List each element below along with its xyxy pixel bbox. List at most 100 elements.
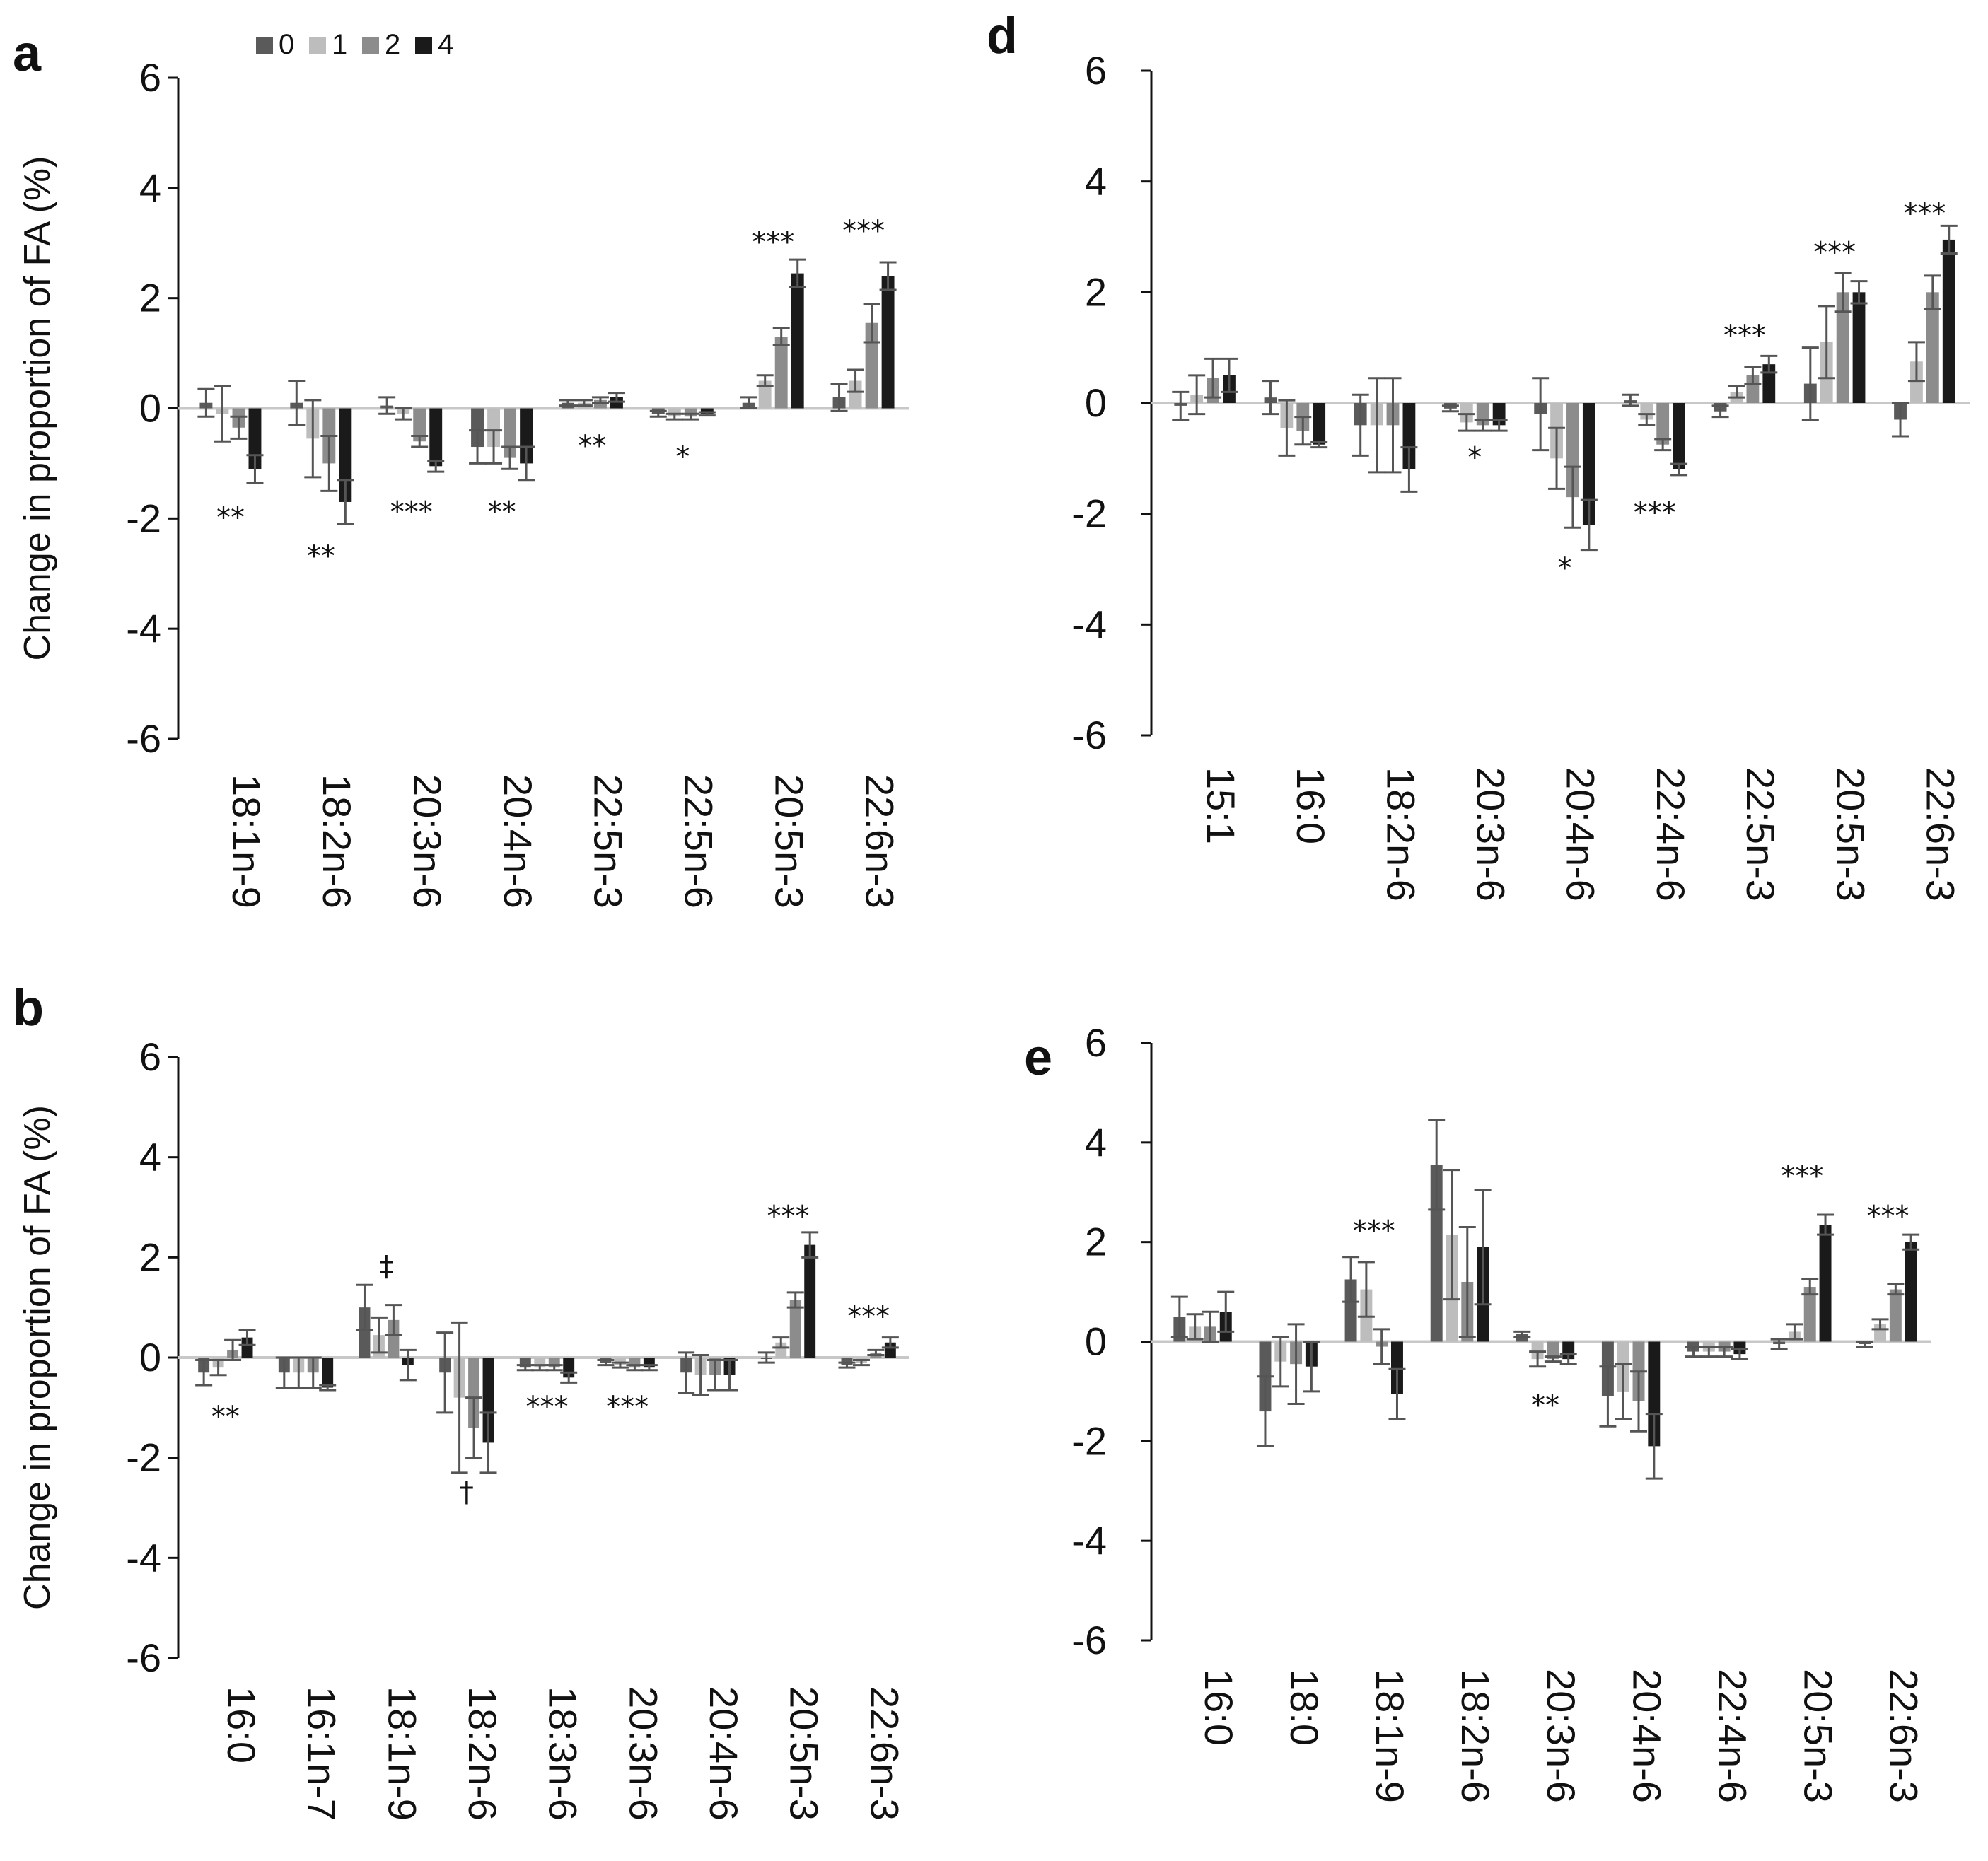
- significance-mark: ***: [1813, 237, 1856, 269]
- y-tick-label: -2: [126, 496, 161, 540]
- y-tick-label: -6: [126, 716, 161, 761]
- y-tick-label: 2: [1085, 1220, 1107, 1264]
- bar-d-4: [1852, 292, 1866, 403]
- legend-swatch: [256, 37, 273, 54]
- bar-d-1: [1460, 403, 1473, 423]
- bar-a-4: [248, 408, 262, 469]
- bar-a-2: [774, 337, 788, 409]
- x-tick-label: 22:6n-3: [1919, 767, 1963, 902]
- bar-a-4: [881, 276, 895, 409]
- bar-d-2: [1656, 403, 1670, 445]
- significance-mark: **: [216, 501, 245, 534]
- significance-mark: **: [488, 496, 516, 529]
- y-tick-label: 2: [139, 276, 161, 320]
- y-tick-label: -6: [1071, 1618, 1107, 1662]
- bar-e-4: [1391, 1341, 1403, 1394]
- x-tick-label: 22:6n-3: [1882, 1669, 1926, 1803]
- significance-mark: ***: [526, 1391, 569, 1423]
- bar-a-1: [849, 380, 862, 409]
- x-tick-label: 18:1n-9: [380, 1686, 424, 1821]
- y-tick-label: 6: [139, 1034, 161, 1079]
- x-tick-label: 18:1n-9: [1368, 1669, 1412, 1803]
- x-tick-label: 20:3n-6: [1468, 767, 1513, 902]
- y-tick-label: 2: [1085, 269, 1107, 314]
- x-tick-label: 20:3n-6: [621, 1686, 665, 1821]
- y-tick-label: 4: [1085, 159, 1107, 204]
- significance-mark: ***: [1903, 198, 1946, 231]
- bar-b-4: [482, 1358, 494, 1443]
- bar-e-0: [1344, 1279, 1357, 1342]
- legend-swatch: [309, 37, 326, 54]
- y-tick-label: 6: [1085, 48, 1107, 93]
- bar-b-4: [241, 1337, 253, 1358]
- bar-b-2: [468, 1358, 480, 1428]
- bar-e-4: [1819, 1225, 1832, 1342]
- y-tick-label: -2: [1071, 491, 1107, 536]
- bar-b-2: [789, 1300, 801, 1358]
- bar-a-2: [593, 399, 607, 409]
- bar-a-2: [413, 408, 426, 442]
- bar-d-2: [1926, 292, 1939, 403]
- bar-a-2: [504, 408, 517, 458]
- significance-mark: **: [578, 430, 606, 462]
- significance-mark: ***: [767, 1201, 810, 1233]
- y-axis-label: Change in proportion of FA (%): [17, 1105, 58, 1610]
- y-tick-label: -4: [126, 1535, 161, 1580]
- x-tick-label: 20:3n-6: [405, 774, 450, 909]
- bar-e-2: [1889, 1289, 1902, 1342]
- y-tick-label: -2: [126, 1435, 161, 1480]
- bar-e-1: [1531, 1341, 1544, 1360]
- x-tick-label: 18:2n-6: [1453, 1669, 1498, 1803]
- bar-e-4: [1648, 1341, 1661, 1447]
- y-tick-label: 4: [139, 165, 161, 210]
- panel-b: b 6 4 2 0 -2 -4 -6 Change in proportion of FA (%…: [13, 980, 909, 1821]
- bar-a-4: [429, 408, 443, 467]
- significance-mark: ***: [842, 215, 885, 247]
- x-tick-label: 20:4n-6: [702, 1686, 746, 1821]
- y-tick-label: 0: [139, 386, 161, 431]
- bar-b-0: [841, 1358, 853, 1365]
- bar-d-2: [1746, 375, 1760, 403]
- bar-d-2: [1566, 403, 1579, 498]
- bar-a-4: [791, 273, 804, 409]
- x-tick-label: 22:5n-6: [677, 774, 721, 909]
- significance-mark: ***: [847, 1300, 890, 1333]
- bar-e-2: [1547, 1341, 1559, 1360]
- bar-a-1: [668, 408, 681, 417]
- x-tick-label: 16:0: [1197, 1669, 1241, 1746]
- significance-mark: **: [307, 540, 335, 573]
- x-tick-label: 18:0: [1282, 1669, 1327, 1746]
- significance-mark: *: [1467, 441, 1482, 474]
- x-tick-label: 22:5n-3: [586, 774, 631, 909]
- bar-b-4: [884, 1342, 896, 1358]
- bar-b-4: [322, 1358, 334, 1388]
- panel-letter: d: [987, 8, 1018, 64]
- bar-a-2: [684, 408, 697, 417]
- bar-e-0: [1516, 1334, 1528, 1342]
- y-axis-label: Change in proportion of FA (%): [17, 156, 58, 661]
- bar-d-4: [1402, 403, 1416, 469]
- x-tick-label: 22:4n-6: [1649, 767, 1693, 902]
- y-tick-label: -4: [1071, 602, 1107, 646]
- y-tick-label: 2: [139, 1235, 161, 1279]
- x-tick-label: 18:2n-6: [315, 774, 359, 909]
- bar-d-4: [1582, 403, 1595, 525]
- significance-mark: ***: [1723, 320, 1766, 352]
- legend-label: 1: [332, 29, 347, 60]
- x-tick-label: 18:1n-9: [224, 774, 269, 909]
- bar-a-4: [610, 397, 623, 409]
- x-tick-label: 16:0: [219, 1686, 264, 1763]
- significance-mark: ***: [606, 1391, 649, 1423]
- panel-a: a 6 4 2 0 -2 -4 -6 Change in proportion of FA (%…: [13, 25, 909, 909]
- legend-swatch: [362, 37, 379, 54]
- x-tick-label: 18:2n-6: [1378, 767, 1423, 902]
- bar-a-1: [758, 380, 772, 409]
- significance-mark: ***: [752, 226, 794, 259]
- bar-a-4: [339, 408, 352, 502]
- panel-e: e 6 4 2 0 -2 -4 -6 16:0 18:0 18:1n-9 18:2n-6 20:3n-6…: [1024, 1020, 1931, 1803]
- bar-a-1: [487, 408, 501, 448]
- significance-mark: ‡: [379, 1251, 393, 1283]
- significance-mark: **: [211, 1401, 240, 1433]
- panel-letter: b: [13, 980, 44, 1037]
